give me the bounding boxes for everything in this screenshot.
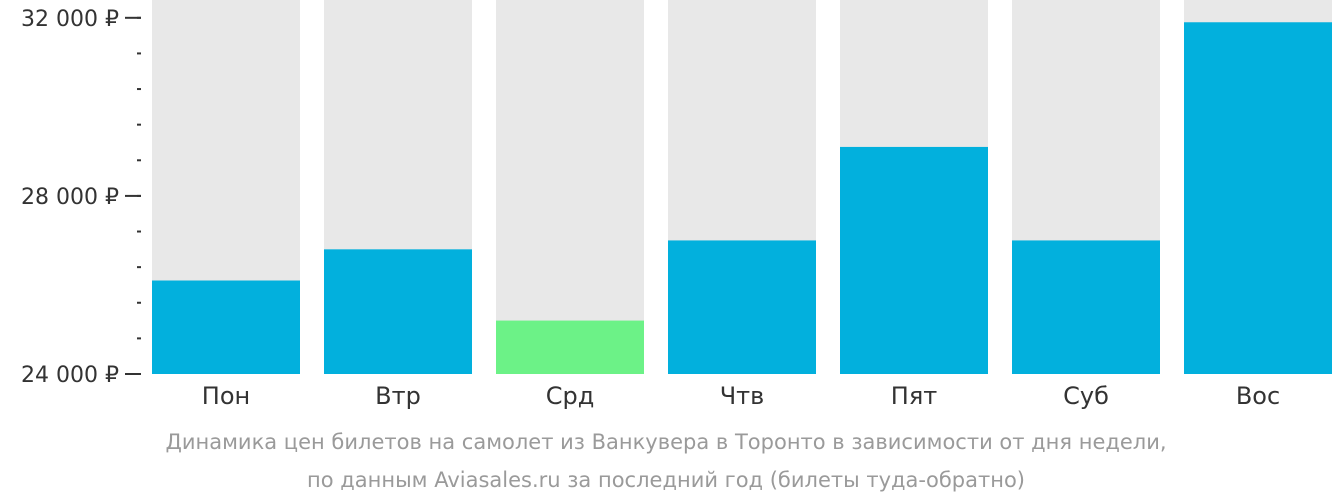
value-bars xyxy=(152,22,1332,375)
x-tick-label-4: Чтв xyxy=(720,382,765,410)
bar-5[interactable] xyxy=(840,146,988,374)
chart-caption-line-2: по данным Aviasales.ru за последний год … xyxy=(307,468,1025,492)
x-tick-label-5: Пят xyxy=(891,382,937,410)
bar-7[interactable] xyxy=(1184,22,1332,375)
bar-1[interactable] xyxy=(152,280,300,375)
bar-2[interactable] xyxy=(324,249,472,374)
y-tick-label-2: 28 000 ₽ xyxy=(21,185,119,210)
bar-background-3 xyxy=(496,0,644,374)
x-axis: Пон Втр Срд Чтв Пят Суб Вос xyxy=(202,382,1280,410)
bar-6[interactable] xyxy=(1012,240,1160,374)
bar-3[interactable] xyxy=(496,320,644,374)
bar-chart: 24 000 ₽ 28 000 ₽ 32 000 ₽ Пон Втр Срд Чтв Пят… xyxy=(21,0,1332,410)
x-tick-label-3: Срд xyxy=(546,382,595,410)
x-tick-label-1: Пон xyxy=(202,382,250,410)
x-tick-label-2: Втр xyxy=(375,382,421,410)
bar-4[interactable] xyxy=(668,240,816,374)
y-axis: 24 000 ₽ 28 000 ₽ 32 000 ₽ xyxy=(21,7,141,388)
chart-caption-line-1: Динамика цен билетов на самолет из Ванку… xyxy=(165,430,1167,454)
y-tick-label-1: 24 000 ₽ xyxy=(21,363,119,388)
x-tick-label-6: Суб xyxy=(1063,382,1109,410)
y-tick-label-3: 32 000 ₽ xyxy=(21,7,119,32)
x-tick-label-7: Вос xyxy=(1236,382,1280,410)
